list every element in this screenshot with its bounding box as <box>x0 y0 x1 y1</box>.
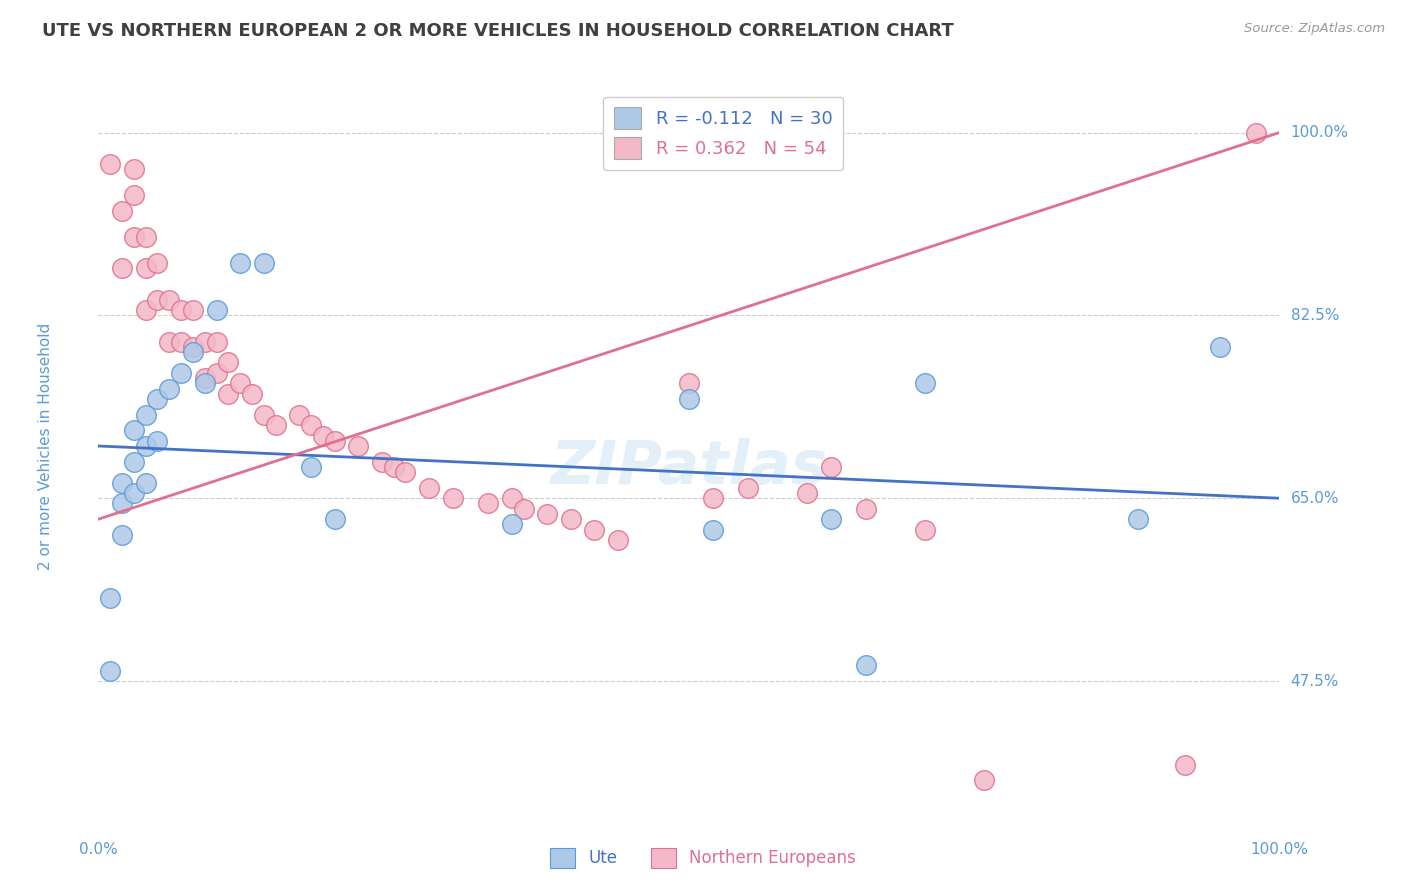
Point <box>135 230 157 244</box>
Point <box>98 157 121 171</box>
Point <box>194 376 217 391</box>
Point <box>181 303 204 318</box>
Point <box>170 303 193 318</box>
Text: 2 or more Vehicles in Household: 2 or more Vehicles in Household <box>38 322 53 570</box>
Text: 100.0%: 100.0% <box>1291 125 1348 140</box>
Point <box>371 455 394 469</box>
Text: 65.0%: 65.0% <box>1291 491 1339 506</box>
Point <box>135 408 157 422</box>
Point <box>146 434 169 448</box>
Point <box>607 533 630 547</box>
Point <box>678 376 700 391</box>
Point <box>135 439 157 453</box>
Point <box>217 355 239 369</box>
Point <box>512 501 534 516</box>
Point <box>217 386 239 401</box>
Point <box>737 481 759 495</box>
Point <box>820 459 842 474</box>
Point <box>194 371 217 385</box>
Point <box>157 334 180 349</box>
Point <box>135 261 157 276</box>
Point <box>323 434 346 448</box>
Point <box>122 162 145 177</box>
Point <box>501 491 523 506</box>
Point <box>205 366 228 380</box>
Point <box>240 386 263 401</box>
Point <box>264 418 287 433</box>
Text: Source: ZipAtlas.com: Source: ZipAtlas.com <box>1244 22 1385 36</box>
Point <box>146 392 169 406</box>
Point <box>347 439 370 453</box>
Text: 82.5%: 82.5% <box>1291 308 1339 323</box>
Point <box>288 408 311 422</box>
Point <box>122 230 145 244</box>
Legend: Ute, Northern Europeans: Ute, Northern Europeans <box>544 841 862 875</box>
Point <box>1174 757 1197 772</box>
Point <box>536 507 558 521</box>
Point <box>382 459 405 474</box>
Point <box>157 293 180 307</box>
Point <box>181 345 204 359</box>
Point <box>122 423 145 437</box>
Point <box>1209 340 1232 354</box>
Point <box>229 256 252 270</box>
Point <box>914 523 936 537</box>
Point <box>205 334 228 349</box>
Point <box>678 392 700 406</box>
Point <box>146 293 169 307</box>
Point <box>441 491 464 506</box>
Point <box>111 496 134 510</box>
Point <box>299 418 322 433</box>
Point <box>111 528 134 542</box>
Point <box>299 459 322 474</box>
Text: 0.0%: 0.0% <box>79 842 118 857</box>
Point <box>229 376 252 391</box>
Point <box>146 256 169 270</box>
Point <box>583 523 606 537</box>
Point <box>122 455 145 469</box>
Point <box>501 517 523 532</box>
Point <box>170 334 193 349</box>
Text: ZIPatlas: ZIPatlas <box>550 439 828 498</box>
Text: UTE VS NORTHERN EUROPEAN 2 OR MORE VEHICLES IN HOUSEHOLD CORRELATION CHART: UTE VS NORTHERN EUROPEAN 2 OR MORE VEHIC… <box>42 22 953 40</box>
Point <box>1244 126 1267 140</box>
Point <box>111 475 134 490</box>
Point <box>855 658 877 673</box>
Point <box>135 303 157 318</box>
Point <box>973 773 995 788</box>
Legend: R = -0.112   N = 30, R = 0.362   N = 54: R = -0.112 N = 30, R = 0.362 N = 54 <box>603 96 844 169</box>
Point <box>323 512 346 526</box>
Point <box>914 376 936 391</box>
Point <box>1126 512 1149 526</box>
Text: 100.0%: 100.0% <box>1250 842 1309 857</box>
Point <box>477 496 499 510</box>
Point <box>394 465 416 479</box>
Point <box>560 512 582 526</box>
Point <box>855 501 877 516</box>
Point <box>820 512 842 526</box>
Point <box>702 523 724 537</box>
Point <box>418 481 440 495</box>
Point <box>181 340 204 354</box>
Point <box>111 203 134 218</box>
Point <box>205 303 228 318</box>
Point <box>98 664 121 678</box>
Point <box>253 256 276 270</box>
Point <box>122 188 145 202</box>
Point <box>796 486 818 500</box>
Point <box>111 261 134 276</box>
Point <box>135 475 157 490</box>
Point <box>122 486 145 500</box>
Point <box>312 428 335 442</box>
Point <box>170 366 193 380</box>
Point <box>194 334 217 349</box>
Point <box>702 491 724 506</box>
Point <box>98 591 121 605</box>
Point <box>253 408 276 422</box>
Text: 47.5%: 47.5% <box>1291 673 1339 689</box>
Point <box>157 382 180 396</box>
